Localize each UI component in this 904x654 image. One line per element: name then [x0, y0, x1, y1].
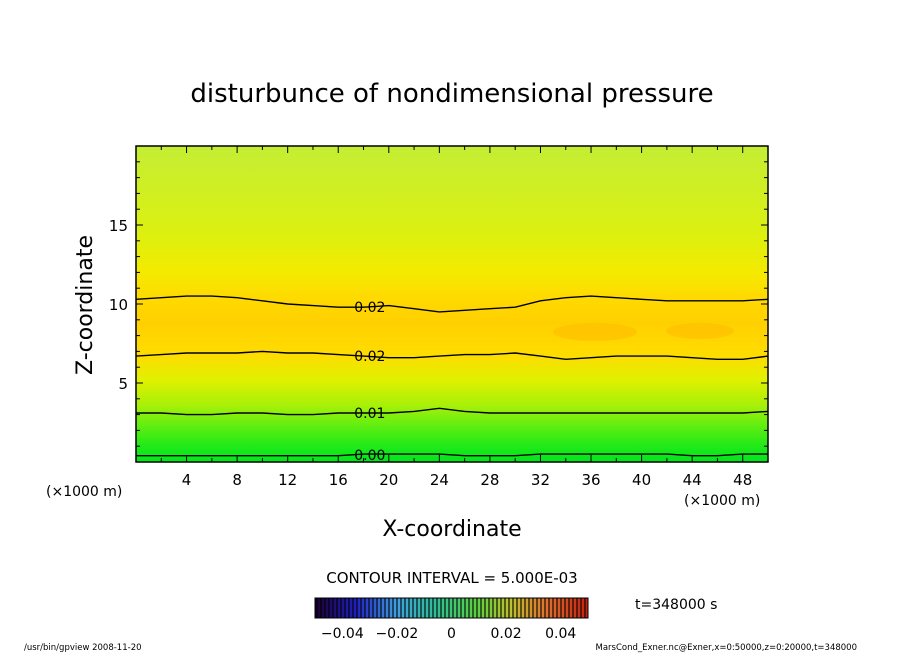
colorbar-tick-label: 0 [447, 626, 456, 642]
colorbar-stripes [315, 598, 588, 618]
x-tick-label: 8 [232, 471, 242, 489]
x-tick-label: 16 [329, 471, 348, 489]
contour-line [136, 350, 768, 361]
colorbar-ticks: −0.04 −0.02 0 0.02 0.04 [321, 626, 577, 642]
x-tick-label: 12 [278, 471, 297, 489]
x-tick-label: 32 [531, 471, 550, 489]
time-label: t=348000 s [635, 597, 717, 613]
contour-line [136, 407, 768, 416]
x-tick-label: 36 [581, 471, 600, 489]
colorbar-tick-label: −0.02 [375, 626, 418, 642]
contour-label: 0.02 [354, 349, 385, 365]
x-tick-label: 4 [182, 471, 192, 489]
contour-line [136, 295, 768, 313]
footer-right: MarsCond_Exner.nc@Exner,x=0:50000,z=0:20… [595, 643, 857, 653]
footer-left: /usr/bin/gpview 2008-11-20 [24, 643, 142, 653]
y-tick-label: 15 [109, 217, 128, 235]
contour-line [136, 453, 768, 457]
field-fill [136, 146, 768, 462]
y-tick-label: 5 [118, 375, 128, 393]
x-tick-label: 44 [683, 471, 702, 489]
contour-label: 0.01 [354, 406, 385, 422]
field-blobs [553, 323, 734, 341]
x-tick-label: 24 [430, 471, 449, 489]
contour-label-layer: 0.02 0.02 0.01 0.00 [354, 300, 385, 464]
contour-interval-label: CONTOUR INTERVAL = 5.000E-03 [326, 569, 577, 587]
x-tick-label: 20 [379, 471, 398, 489]
contour-layer [136, 295, 768, 457]
chart-title: disturbunce of nondimensional pressure [190, 79, 713, 109]
plot-area: 0.020.020.010.00 4 8 12 16 20 24 28 32 36 40 44 485… [109, 145, 769, 489]
colorbar-tick-label: 0.02 [491, 626, 522, 642]
x-tick-label: 48 [733, 471, 752, 489]
y-unit-label: (×1000 m) [46, 484, 122, 500]
contour-label: 0.00 [354, 448, 385, 464]
colorbar: −0.04 −0.02 0 0.02 0.04 [314, 597, 589, 642]
contour-label: 0.02 [354, 300, 385, 316]
x-unit-label: (×1000 m) [684, 493, 760, 509]
field-peak-blob [666, 323, 734, 339]
colorbar-tick-label: 0.04 [545, 626, 576, 642]
x-tick-label: 28 [480, 471, 499, 489]
colorbar-frame [314, 597, 589, 619]
y-tick-label: 10 [109, 296, 128, 314]
y-axis-title: Z-coordinate [73, 235, 98, 375]
x-axis-title: X-coordinate [382, 517, 521, 542]
colorbar-tick-label: −0.04 [321, 626, 364, 642]
x-tick-label: 40 [632, 471, 651, 489]
field-peak-blob [553, 323, 637, 341]
